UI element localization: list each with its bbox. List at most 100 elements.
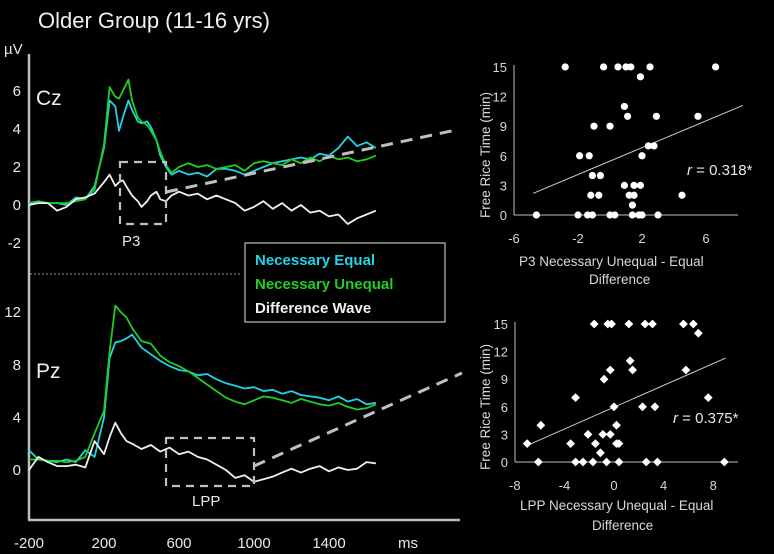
p3-scatter-y-label: Free Rice Time (min) bbox=[478, 92, 493, 218]
p3-data-point bbox=[628, 211, 637, 219]
p3-data-point bbox=[576, 152, 584, 160]
lpp-correlation-annotation: r = 0.375* bbox=[673, 410, 739, 427]
p3-data-point bbox=[644, 142, 653, 150]
p3-scatter-y-tick-label: 0 bbox=[500, 208, 507, 223]
pz-necessary-equal-line bbox=[28, 333, 377, 464]
lpp-scatter-x-label-line2: Difference bbox=[592, 518, 653, 533]
p3-data-point bbox=[620, 181, 629, 189]
p3-connector-line bbox=[165, 128, 457, 194]
lpp-data-point bbox=[522, 439, 532, 448]
lpp-data-point bbox=[599, 374, 609, 384]
p3-scatter-x-tick-label: 2 bbox=[638, 231, 645, 246]
lpp-data-point bbox=[589, 319, 599, 329]
pz-difference-wave-line bbox=[28, 421, 377, 483]
p3-data-point bbox=[611, 211, 619, 219]
cz-necessary-equal-line bbox=[28, 99, 377, 206]
lpp-scatter-y-tick-label: 12 bbox=[494, 345, 508, 360]
lpp-scatter-y-tick-label: 0 bbox=[501, 455, 508, 470]
p3-data-point bbox=[574, 211, 582, 219]
erp-y-tick-label: -2 bbox=[8, 235, 21, 252]
lpp-r-value: = 0.375* bbox=[678, 410, 739, 427]
p3-scatter-x-tick-label: -6 bbox=[508, 231, 520, 246]
lpp-scatter-y-tick-label: 3 bbox=[501, 427, 508, 442]
p3-scatter-x-tick-label: -2 bbox=[572, 231, 584, 246]
lpp-scatter-y-tick-label: 9 bbox=[501, 372, 508, 387]
p3-box-label: P3 bbox=[122, 233, 140, 250]
lpp-data-point bbox=[566, 439, 575, 448]
erp-y-unit-label: µV bbox=[4, 41, 23, 58]
lpp-data-point bbox=[641, 457, 651, 467]
erp-x-tick-label: 600 bbox=[166, 535, 191, 552]
legend-item-difference-wave: Difference Wave bbox=[255, 300, 371, 317]
p3-data-point bbox=[590, 122, 598, 130]
lpp-box-label: LPP bbox=[192, 493, 220, 510]
lpp-data-point bbox=[536, 420, 546, 430]
p3-data-point bbox=[614, 63, 622, 71]
lpp-scatter-x-label-line1: LPP Necessary Unequal - Equal bbox=[520, 498, 713, 513]
lpp-data-point bbox=[598, 430, 608, 439]
lpp-data-point bbox=[638, 402, 647, 412]
p3-data-point bbox=[646, 63, 654, 71]
lpp-scatter-x-tick-label: 0 bbox=[610, 478, 617, 493]
p3-data-point bbox=[620, 102, 629, 111]
lpp-data-point bbox=[571, 457, 580, 467]
p3-data-point bbox=[628, 201, 637, 209]
cz-difference-wave-line bbox=[28, 173, 377, 225]
figure-title: Older Group (11-16 yrs) bbox=[38, 8, 270, 33]
lpp-component-marker: LPP bbox=[164, 371, 463, 510]
erp-y-tick-label: 12 bbox=[4, 304, 21, 321]
lpp-scatter-x-tick-label: -4 bbox=[559, 478, 571, 493]
lpp-scatter-x-tick-label: -8 bbox=[509, 478, 521, 493]
erp-x-tick-label: 1000 bbox=[237, 535, 270, 552]
lpp-data-point bbox=[679, 319, 688, 329]
lpp-data-point bbox=[533, 457, 543, 467]
lpp-data-point bbox=[614, 457, 624, 467]
p3-data-point bbox=[600, 63, 608, 71]
p3-r-value: = 0.318* bbox=[692, 162, 753, 179]
lpp-data-point bbox=[628, 365, 637, 375]
lpp-data-point bbox=[653, 457, 662, 467]
lpp-data-point bbox=[607, 319, 616, 329]
p3-scatter-x-label-line2: Difference bbox=[589, 272, 650, 287]
p3-data-point bbox=[588, 211, 597, 219]
erp-x-tick-label: -200 bbox=[14, 535, 44, 552]
erp-x-tick-label: 200 bbox=[91, 535, 116, 552]
lpp-data-point bbox=[602, 457, 611, 467]
p3-data-point bbox=[588, 171, 597, 180]
p3-component-marker: P3 bbox=[118, 128, 457, 250]
lpp-data-point bbox=[605, 430, 615, 439]
lpp-scatter-x-tick-label: 4 bbox=[660, 478, 667, 493]
cz-necessary-unequal-line bbox=[28, 78, 377, 206]
lpp-scatter-y-tick-label: 15 bbox=[494, 317, 508, 332]
erp-y-tick-label: 4 bbox=[13, 409, 21, 426]
lpp-data-point bbox=[612, 420, 621, 430]
erp-y-tick-label: 8 bbox=[13, 357, 21, 374]
lpp-data-point bbox=[703, 393, 713, 402]
p3-trendline bbox=[533, 104, 743, 194]
p3-data-point bbox=[678, 191, 686, 199]
p3-data-point bbox=[606, 122, 614, 130]
lpp-data-point bbox=[609, 402, 619, 412]
legend-item-necessary-equal: Necessary Equal bbox=[255, 252, 375, 269]
p3-window-box bbox=[118, 160, 168, 226]
erp-y-tick-label: 6 bbox=[13, 83, 21, 100]
lpp-data-point bbox=[719, 457, 729, 467]
p3-data-point bbox=[532, 211, 541, 219]
pz-electrode-label: Pz bbox=[36, 360, 61, 383]
lpp-data-point bbox=[591, 439, 600, 448]
lpp-scatter-y-tick-label: 6 bbox=[501, 400, 508, 415]
p3-data-point bbox=[585, 152, 593, 160]
lpp-data-point bbox=[595, 448, 605, 458]
p3-data-point bbox=[624, 112, 632, 120]
lpp-data-point bbox=[588, 457, 598, 467]
erp-y-tick-label: 0 bbox=[13, 197, 21, 214]
p3-data-point bbox=[654, 211, 662, 219]
legend-item-necessary-unequal: Necessary Unequal bbox=[255, 276, 393, 293]
lpp-data-point bbox=[693, 328, 703, 338]
p3-r-symbol: r bbox=[687, 162, 693, 179]
lpp-data-point bbox=[640, 319, 650, 329]
p3-data-point bbox=[596, 171, 605, 180]
erp-y-tick-label: 0 bbox=[13, 462, 21, 479]
p3-data-point bbox=[650, 142, 658, 150]
